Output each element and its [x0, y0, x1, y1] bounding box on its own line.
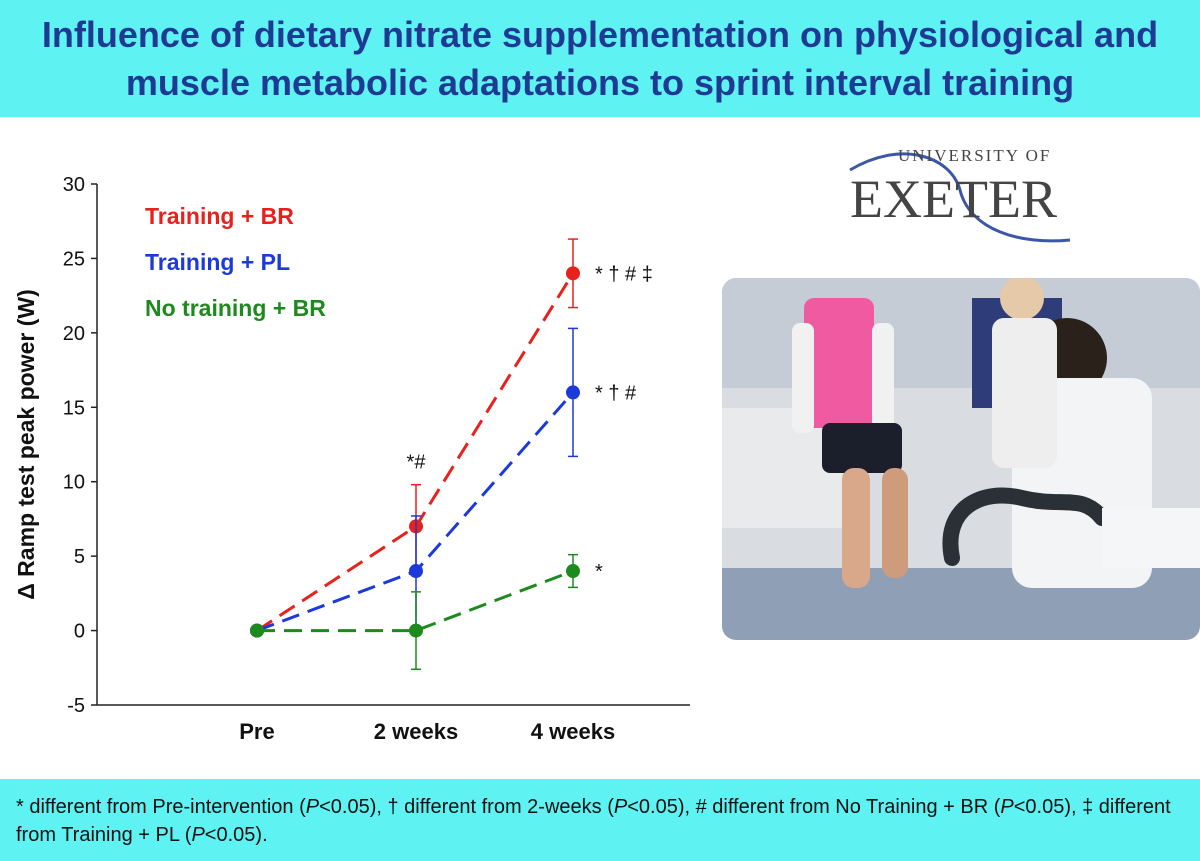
- chart-axes: -5 0 5 10 15 20 25 30 Pre 2 weeks 4 weeks Δ Ramp te…: [13, 174, 690, 744]
- x-tick-label: Pre: [239, 719, 274, 744]
- university-logo: UNIVERSITY OF EXETER: [849, 146, 1071, 243]
- significance-label: *#: [407, 452, 427, 474]
- line-chart: -5 0 5 10 15 20 25 30 Pre 2 weeks 4 weeks Δ Ramp te…: [13, 174, 690, 744]
- data-point: [409, 564, 423, 579]
- data-point: [566, 266, 580, 281]
- series-2: *: [250, 553, 603, 671]
- data-point: [409, 623, 423, 638]
- lab-photo: [722, 278, 1200, 640]
- page-title: Influence of dietary nitrate supplementa…: [41, 13, 1159, 103]
- series-line: [256, 391, 575, 632]
- y-tick-label: 20: [63, 323, 85, 345]
- significance-footnote: * different from Pre-intervention (P<0.0…: [16, 796, 1171, 846]
- y-tick-label: 30: [63, 174, 85, 196]
- y-tick-label: 10: [63, 472, 85, 494]
- y-tick-label: 5: [74, 546, 85, 568]
- significance-label: * † #: [595, 382, 637, 404]
- significance-label: *: [595, 561, 603, 583]
- title-banner: Influence of dietary nitrate supplementa…: [0, 0, 1200, 117]
- logo-swoosh: [849, 152, 1071, 243]
- data-point: [566, 385, 580, 400]
- significance-label: * † # ‡: [595, 263, 653, 285]
- x-tick-label: 2 weeks: [374, 719, 458, 744]
- y-tick-label: 0: [74, 621, 85, 643]
- series-1: * † #: [250, 327, 637, 638]
- y-axis-label: Δ Ramp test peak power (W): [13, 289, 39, 599]
- series-line: [257, 569, 574, 633]
- data-point: [250, 623, 264, 638]
- lab-photo-icon: [722, 278, 1200, 640]
- logo-line2: EXETER: [850, 169, 1057, 229]
- y-tick-label: 15: [63, 397, 85, 419]
- y-tick-label: 25: [63, 248, 85, 270]
- chart-legend: Training + BR Training + PL No training + …: [145, 203, 326, 321]
- data-point: [566, 564, 580, 579]
- chart-series: *# * † # ‡ * † # *: [250, 238, 653, 671]
- y-tick-label: -5: [67, 695, 85, 717]
- legend-entry: No training + BR: [145, 295, 326, 321]
- footer-banner: * different from Pre-intervention (P<0.0…: [0, 779, 1200, 861]
- legend-entry: Training + BR: [145, 203, 294, 229]
- logo-line1: UNIVERSITY OF: [898, 146, 1051, 165]
- legend-entry: Training + PL: [145, 249, 290, 275]
- x-tick-label: 4 weeks: [531, 719, 615, 744]
